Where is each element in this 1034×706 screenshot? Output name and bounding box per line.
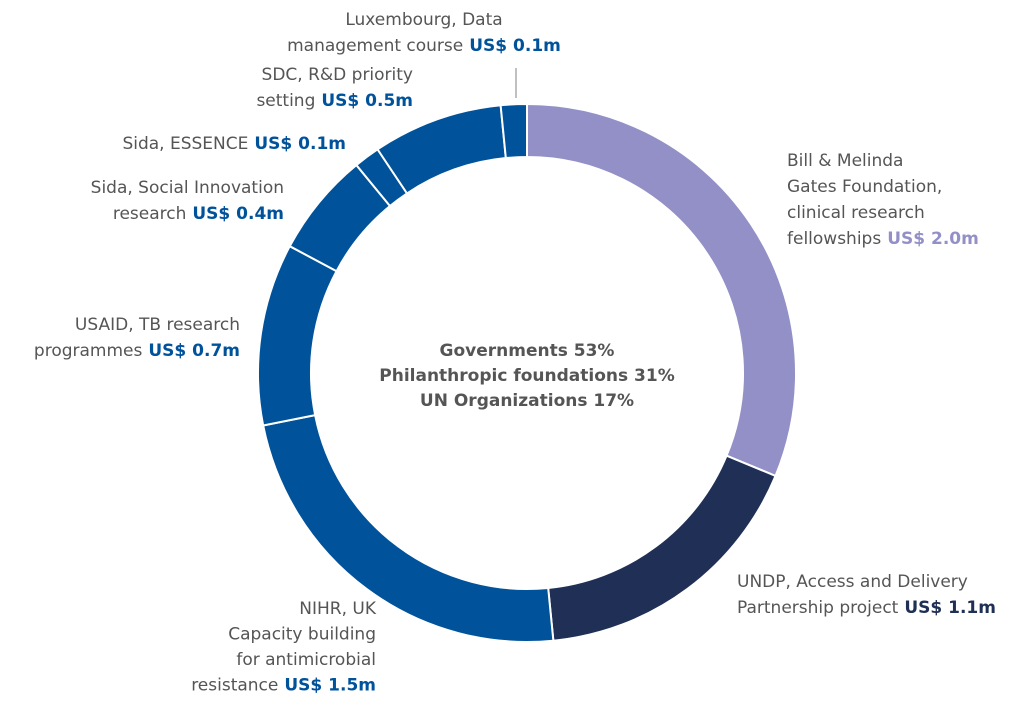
value-label: US$ 0.1m — [469, 36, 561, 56]
label-line: Luxembourg, Data — [345, 10, 502, 30]
donut-segment — [526, 102, 797, 478]
donut-segment — [257, 244, 338, 427]
label-line: SDC, R&D priority — [262, 65, 413, 85]
label-text: Partnership project — [737, 598, 899, 618]
label-line: clinical research — [787, 203, 925, 223]
center-label: Governments 53% — [440, 341, 615, 361]
label-text: Sida, ESSENCE — [122, 134, 248, 154]
label-line: resistance US$ 1.5m — [191, 676, 376, 696]
value-label: US$ 0.1m — [254, 134, 346, 154]
label-text: setting — [256, 91, 315, 111]
label-line: Sida, Social Innovation — [91, 178, 284, 198]
label-line: fellowships US$ 2.0m — [787, 229, 979, 249]
value-label: US$ 0.4m — [192, 204, 284, 224]
label-text: resistance — [191, 676, 278, 696]
label-text: programmes — [34, 341, 143, 361]
center-label: Philanthropic foundations 31% — [379, 366, 674, 386]
label-line: setting US$ 0.5m — [256, 91, 413, 111]
label-line: research US$ 0.4m — [113, 204, 284, 224]
label-line: Bill & Melinda — [787, 151, 903, 171]
label-line: programmes US$ 0.7m — [34, 341, 240, 361]
label-line: NIHR, UK — [299, 599, 377, 619]
label-line: Sida, ESSENCE US$ 0.1m — [122, 134, 346, 154]
value-label: US$ 1.5m — [284, 676, 376, 696]
value-label: US$ 2.0m — [887, 229, 979, 249]
label-text: management course — [287, 36, 463, 56]
value-label: US$ 1.1m — [904, 598, 996, 618]
label-line: management course US$ 0.1m — [287, 36, 561, 56]
value-label: US$ 0.7m — [148, 341, 240, 361]
label-text: research — [113, 204, 187, 224]
center-label: UN Organizations 17% — [420, 391, 634, 411]
label-line: Capacity building — [228, 625, 376, 645]
value-label: US$ 0.5m — [321, 91, 413, 111]
label-line: UNDP, Access and Delivery — [737, 572, 968, 592]
label-line: for antimicrobial — [236, 650, 376, 670]
label-line: Partnership project US$ 1.1m — [737, 598, 996, 618]
donut-segment — [499, 102, 528, 160]
label-text: fellowships — [787, 229, 881, 249]
label-line: Gates Foundation, — [787, 177, 942, 197]
label-line: USAID, TB research — [75, 315, 240, 335]
